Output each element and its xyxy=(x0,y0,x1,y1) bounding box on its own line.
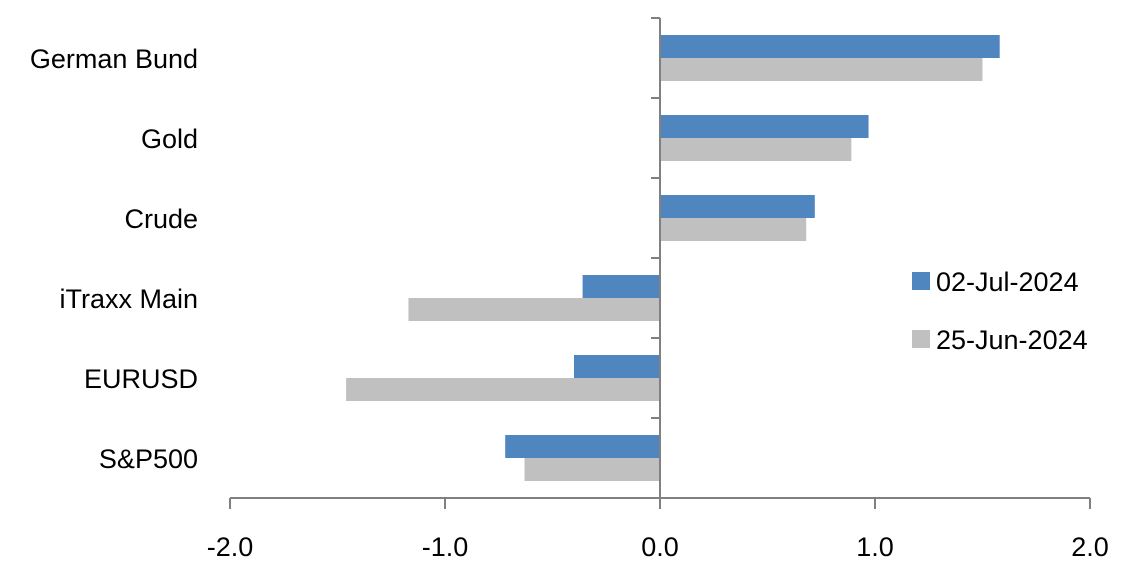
category-label: EURUSD xyxy=(84,364,198,394)
bar-series2 xyxy=(660,138,852,161)
category-label: Gold xyxy=(141,124,198,154)
x-tick-label: -1.0 xyxy=(422,532,469,562)
bar-series2 xyxy=(346,378,660,401)
bar-series1 xyxy=(660,115,869,138)
x-tick-label: 2.0 xyxy=(1071,532,1109,562)
bar-series1 xyxy=(660,195,815,218)
legend-swatch xyxy=(912,330,930,348)
legend-label: 25-Jun-2024 xyxy=(936,325,1088,355)
bar-series1 xyxy=(582,275,660,298)
category-label: German Bund xyxy=(30,44,198,74)
category-label: S&P500 xyxy=(99,444,198,474)
category-label: Crude xyxy=(124,204,198,234)
bar-series2 xyxy=(408,298,660,321)
category-label: iTraxx Main xyxy=(59,284,198,314)
legend-swatch xyxy=(912,272,930,290)
bar-series1 xyxy=(505,435,660,458)
bar-series1 xyxy=(574,355,660,378)
x-tick-label: 0.0 xyxy=(641,532,679,562)
bar-series2 xyxy=(524,458,660,481)
x-tick-label: -2.0 xyxy=(207,532,254,562)
x-tick-label: 1.0 xyxy=(856,532,894,562)
bar-series2 xyxy=(660,218,807,241)
bar-series2 xyxy=(660,58,983,81)
legend-label: 02-Jul-2024 xyxy=(936,267,1079,297)
bar-series1 xyxy=(660,35,1000,58)
